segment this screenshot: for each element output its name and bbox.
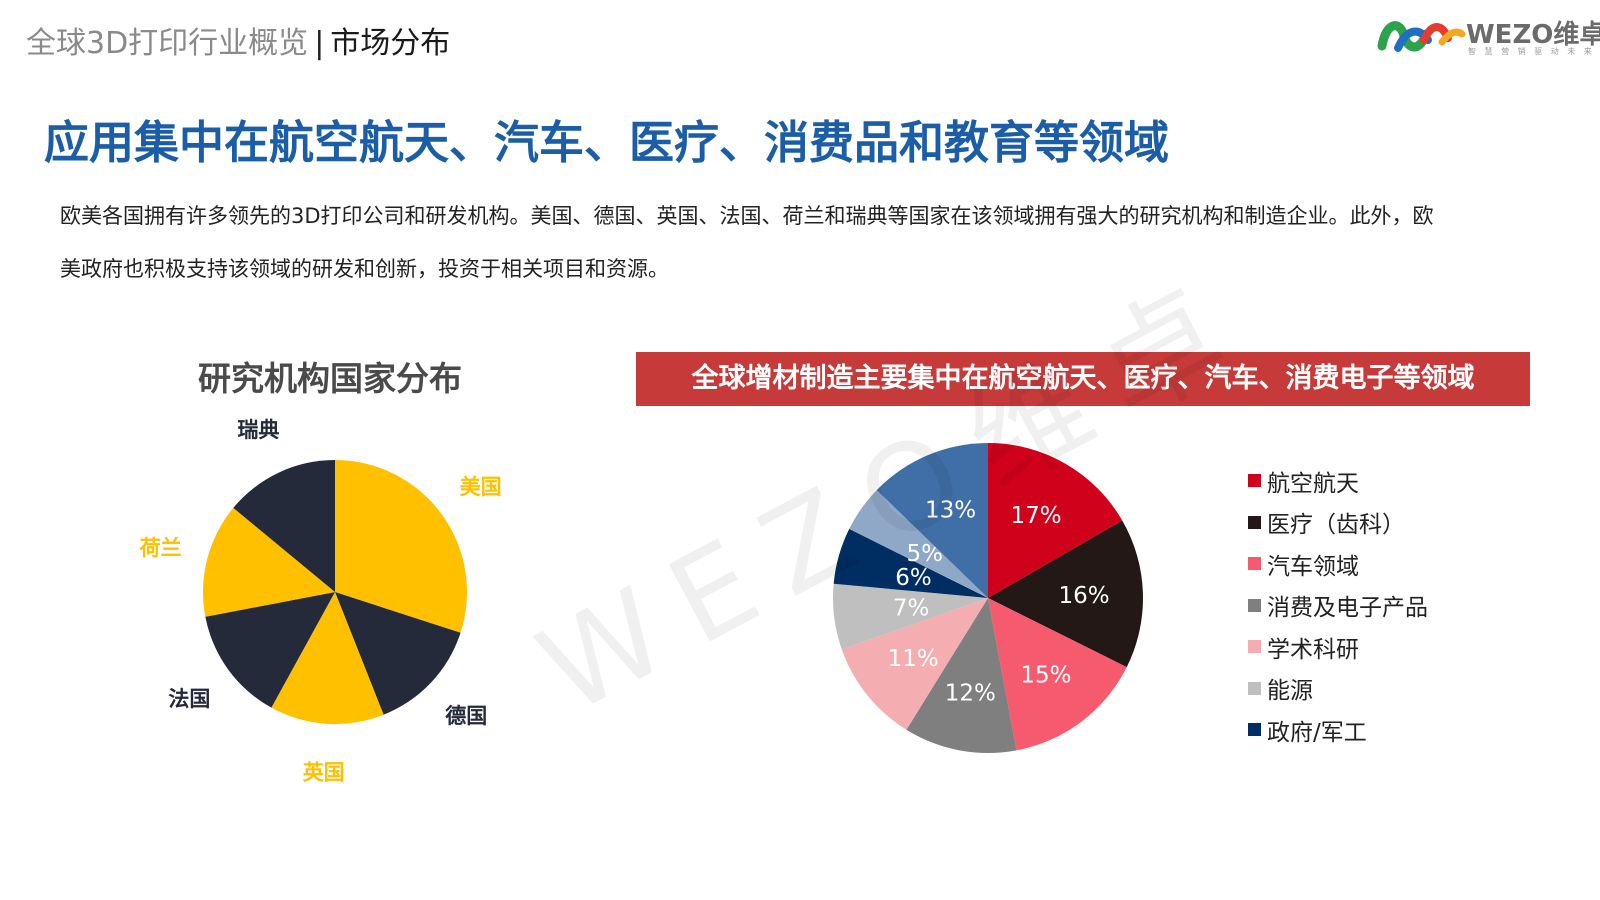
industry-slice xyxy=(876,443,988,598)
country-slice xyxy=(233,460,335,592)
breadcrumb-separator: | xyxy=(314,26,325,61)
legend-label: 消费及电子产品 xyxy=(1267,595,1428,622)
country-label: 荷兰 xyxy=(140,536,182,560)
industry-percent-label: 17% xyxy=(1010,503,1061,529)
legend-label: 能源 xyxy=(1267,678,1313,705)
legend-item: 消费及电子产品 xyxy=(1248,585,1428,627)
country-slice xyxy=(335,460,468,633)
brand-logo: WEZO维卓 智 慧 营 销 驱 动 未 来 xyxy=(1376,12,1600,60)
legend-swatch xyxy=(1248,598,1261,612)
legend-item: 医疗（齿科） xyxy=(1248,502,1428,544)
logo-text: WEZO维卓 xyxy=(1466,20,1600,50)
legend-label: 航空航天 xyxy=(1267,470,1359,497)
country-label: 法国 xyxy=(168,687,210,711)
industry-percent-label: 11% xyxy=(888,646,939,672)
country-slice xyxy=(203,507,335,617)
legend-item: 政府/军工 xyxy=(1248,709,1428,751)
industry-slice xyxy=(988,443,1123,598)
industry-slice xyxy=(849,490,988,598)
page-title: 应用集中在航空航天、汽车、医疗、消费品和教育等领域 xyxy=(44,116,1170,169)
legend-swatch xyxy=(1248,557,1261,571)
legend-swatch xyxy=(1248,474,1261,488)
industry-chart-title: 全球增材制造主要集中在航空航天、医疗、汽车、消费电子等领域 xyxy=(636,352,1530,406)
legend-swatch xyxy=(1248,640,1261,654)
legend-item: 能源 xyxy=(1248,668,1428,710)
legend-label: 政府/军工 xyxy=(1267,719,1367,746)
industry-slice xyxy=(988,598,1127,751)
legend-item: 汽车领域 xyxy=(1248,543,1428,585)
industry-percent-label: 15% xyxy=(1020,663,1071,689)
industry-slice xyxy=(906,598,1017,753)
industry-percent-label: 7% xyxy=(893,596,930,622)
legend-swatch xyxy=(1248,681,1261,695)
intro-paragraph: 欧美各国拥有许多领先的3D打印公司和研发机构。美国、德国、英国、法国、荷兰和瑞典… xyxy=(60,204,1434,281)
industry-slice xyxy=(988,520,1144,668)
industry-slice xyxy=(832,583,988,650)
logo-mark-icon xyxy=(1377,21,1466,52)
legend-label: 学术科研 xyxy=(1267,636,1359,663)
country-slice xyxy=(335,592,461,715)
legend-item: 学术科研 xyxy=(1248,626,1428,668)
industry-legend: 航空航天医疗（齿科） 汽车领域消费及电子产品 学术科研能源政府/军工 xyxy=(1248,460,1428,751)
industry-percent-label: 6% xyxy=(895,565,932,591)
breadcrumb: 全球3D打印行业概览 | 市场分布 xyxy=(26,18,450,62)
country-label: 德国 xyxy=(445,704,487,728)
country-label: 英国 xyxy=(303,761,345,785)
industry-slice xyxy=(841,598,988,730)
industry-percent-label: 12% xyxy=(945,680,996,706)
legend-item: 航空航天 xyxy=(1248,460,1428,502)
industry-percent-label: 16% xyxy=(1058,583,1109,609)
breadcrumb-parent: 全球3D打印行业概览 xyxy=(26,26,309,61)
legend-label: 医疗（齿科） xyxy=(1267,512,1405,539)
logo-tagline: 智 慧 营 销 驱 动 未 来 xyxy=(1468,47,1595,56)
legend-swatch xyxy=(1248,723,1261,737)
industry-percent-label: 13% xyxy=(925,498,976,524)
country-label: 美国 xyxy=(460,475,502,499)
legend-swatch xyxy=(1248,515,1261,529)
industry-slice xyxy=(833,528,988,598)
country-slice xyxy=(205,592,335,708)
country-slice xyxy=(271,592,384,724)
country-chart-title: 研究机构国家分布 xyxy=(198,359,462,398)
legend-label: 汽车领域 xyxy=(1267,553,1359,580)
breadcrumb-current: 市场分布 xyxy=(330,26,451,61)
country-label: 瑞典 xyxy=(237,418,279,442)
